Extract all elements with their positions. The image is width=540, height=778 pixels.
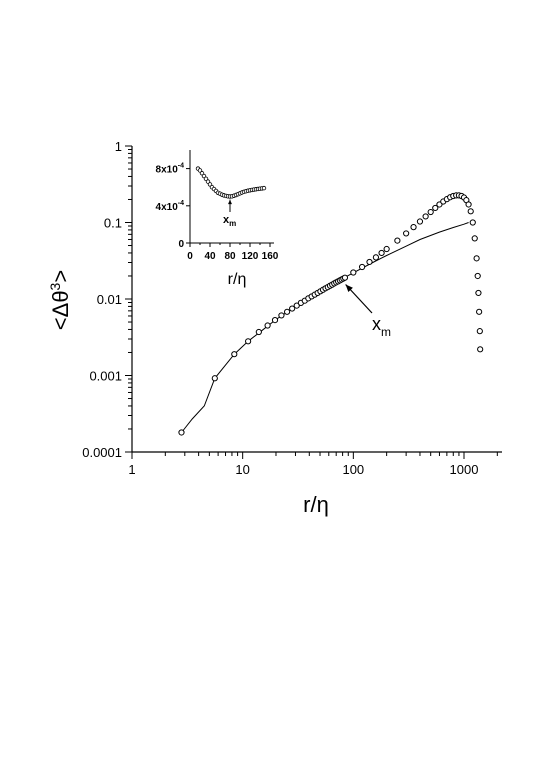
inset-chart: 0 40 80 120 160 0 4x10-4 8x10-4 r/η xm	[156, 150, 279, 288]
data-point	[467, 208, 474, 215]
data-point	[476, 308, 483, 315]
data-point	[350, 269, 357, 276]
data-point	[403, 230, 410, 237]
data-point	[475, 289, 482, 297]
y-tick-label: 0.01	[97, 292, 122, 307]
data-point	[289, 305, 296, 312]
data-point	[231, 351, 238, 358]
data-point	[474, 272, 481, 280]
x-tick-label: 1	[128, 462, 135, 477]
data-point	[477, 346, 484, 353]
data-point	[245, 338, 252, 345]
inset-data-point	[261, 185, 267, 191]
y-tick-label: 0.001	[89, 369, 122, 384]
inset-x-tick-label: 120	[242, 251, 259, 262]
data-point	[422, 213, 429, 220]
data-point	[394, 237, 401, 244]
data-point	[341, 274, 349, 281]
data-point	[432, 204, 439, 212]
y-tick-label: 1	[115, 139, 122, 154]
inset-xm-arrow-head	[228, 199, 232, 205]
data-point	[283, 308, 291, 315]
xm-arrow-head	[345, 284, 353, 292]
data-point	[264, 322, 271, 329]
y-tick-label: 0.1	[104, 216, 122, 231]
inset-x-tick-label: 160	[262, 251, 279, 262]
inset-y-tick-label: 0	[178, 239, 184, 250]
data-point	[473, 255, 480, 262]
inset-x-tick-label: 40	[204, 251, 216, 262]
data-point	[178, 429, 185, 436]
y-tick-label: 0.0001	[82, 445, 122, 460]
data-point	[278, 312, 285, 319]
x-axis-title: r/η	[303, 492, 329, 517]
data-point	[372, 254, 380, 261]
data-point	[293, 302, 300, 309]
data-point	[255, 328, 262, 336]
data-point	[358, 263, 366, 271]
inset-x-tick-label: 80	[224, 251, 236, 262]
data-point	[476, 328, 483, 335]
y-axis-title: <Δθ3>	[47, 270, 73, 330]
x-tick-label: 1000	[450, 462, 479, 477]
inset-x-tick-label: 0	[187, 251, 193, 262]
data-point	[465, 201, 472, 208]
data-point	[427, 208, 434, 216]
inset-y-tick-label: 4x10-4	[156, 200, 185, 213]
xm-label: xm	[372, 314, 391, 339]
data-point	[211, 375, 218, 382]
data-point	[383, 245, 390, 253]
inset-xm-label: xm	[223, 214, 236, 228]
data-point	[271, 316, 279, 324]
data-point	[471, 235, 478, 242]
inset-x-axis-title: r/η	[228, 271, 247, 288]
data-point	[410, 224, 417, 231]
data-point	[416, 218, 424, 225]
data-point	[469, 219, 476, 226]
inset-y-tick-label: 8x10-4	[156, 163, 185, 176]
main-chart: 1 10 100 1000 0.0001 0.001 0.01 0.1 1 r/η <Δθ3> xm	[47, 139, 502, 517]
x-tick-label: 10	[235, 462, 249, 477]
data-point	[366, 258, 373, 266]
data-point	[378, 249, 385, 257]
x-tick-label: 100	[342, 462, 364, 477]
